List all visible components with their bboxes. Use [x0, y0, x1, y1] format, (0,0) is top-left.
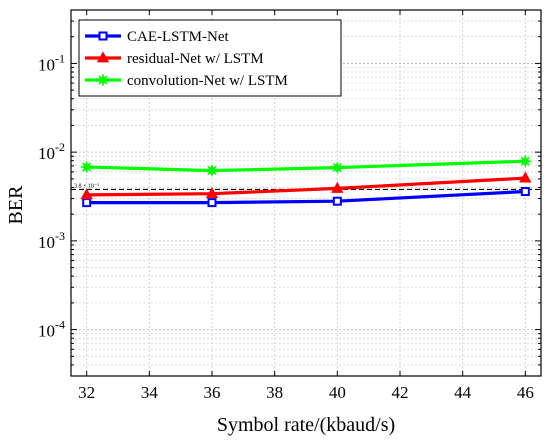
- series-line: [86, 189, 526, 205]
- y-tick-label: 10-3: [38, 229, 65, 252]
- legend-box: [78, 19, 342, 97]
- legend-label: convolution-Net w/ LSTM: [127, 73, 288, 89]
- data-point: [80, 160, 93, 174]
- data-point: [80, 188, 93, 200]
- x-tick-label: 40: [329, 383, 346, 402]
- y-tick-labels: 10-1 10-2 10-3 10-4: [38, 51, 65, 340]
- series-2: [80, 171, 532, 200]
- legend: CAE-LSTM-Net residual-Net w/ LSTM convolut…: [78, 19, 342, 97]
- series-group: [80, 155, 532, 208]
- x-tick-label: 34: [141, 383, 159, 402]
- series-line: [86, 159, 526, 173]
- x-axis-title: Symbol rate/(kbaud/s): [217, 414, 395, 436]
- x-tick-label: 46: [517, 383, 534, 402]
- x-tick-label: 38: [266, 383, 283, 402]
- series-1: [82, 187, 530, 208]
- threshold-label: 3.8 × 10⁻³: [74, 183, 99, 189]
- data-point: [331, 161, 344, 174]
- legend-label: CAE-LSTM-Net: [127, 29, 229, 45]
- x-tick-label: 42: [392, 383, 409, 402]
- data-point: [205, 164, 219, 177]
- y-tick-label: 10-4: [38, 318, 65, 341]
- plot-frame: [70, 9, 542, 377]
- data-point: [205, 187, 219, 199]
- data-point: [331, 181, 344, 193]
- x-tick-label: 32: [78, 383, 95, 402]
- legend-marker: [96, 73, 110, 87]
- series-line: [86, 176, 526, 197]
- y-axis-title: BER: [5, 185, 27, 225]
- data-point: [519, 171, 532, 183]
- axis-ticks: [71, 9, 541, 377]
- x-tick-label: 36: [204, 383, 221, 402]
- data-point: [519, 155, 532, 168]
- legend-marker: [96, 51, 110, 63]
- y-tick-label: 10-1: [38, 51, 65, 74]
- data-point: [520, 187, 530, 197]
- data-point: [332, 196, 342, 206]
- x-tick-label: 44: [454, 383, 472, 402]
- data-point: [82, 198, 92, 208]
- y-tick-label: 10-2: [38, 140, 65, 163]
- x-tick-labels: 32 34 36 38 40 42 44 46: [78, 383, 534, 402]
- legend-label: residual-Net w/ LSTM: [127, 51, 264, 67]
- data-point: [207, 198, 217, 208]
- series-3: [80, 155, 532, 177]
- legend-marker: [98, 31, 108, 41]
